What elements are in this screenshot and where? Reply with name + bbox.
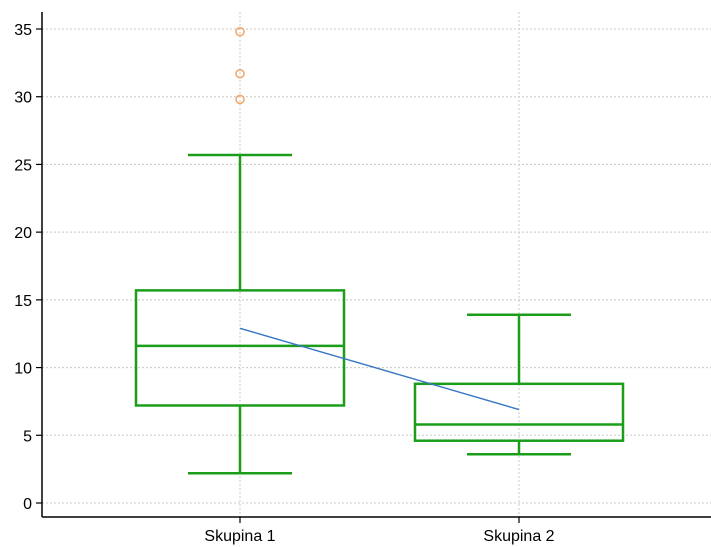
x-category-labels: Skupina 1 Skupina 2 (204, 528, 554, 545)
y-tick-label: 0 (23, 496, 32, 513)
outlier-point (235, 68, 245, 79)
outlier-point (235, 94, 245, 105)
y-tick-label: 20 (14, 225, 32, 242)
mean-line-layer (239, 327, 520, 411)
box-group-1 (134, 26, 346, 475)
y-tick-label: 5 (23, 428, 32, 445)
y-tick-labels: 0 5 10 15 20 25 30 35 (14, 22, 32, 513)
boxes-layer (134, 26, 625, 475)
x-category-label: Skupina 1 (204, 528, 275, 545)
axes (36, 12, 711, 523)
outlier-point (235, 26, 245, 37)
y-tick-label: 15 (14, 293, 32, 310)
y-tick-label: 25 (14, 157, 32, 174)
y-tick-label: 35 (14, 22, 32, 39)
mean-connect-line (239, 327, 520, 411)
box-iqr (134, 289, 346, 407)
y-tick-label: 30 (14, 90, 32, 107)
box-group-2 (413, 313, 625, 456)
y-tick-label: 10 (14, 361, 32, 378)
box-iqr (413, 382, 625, 442)
x-category-label: Skupina 2 (483, 528, 554, 545)
